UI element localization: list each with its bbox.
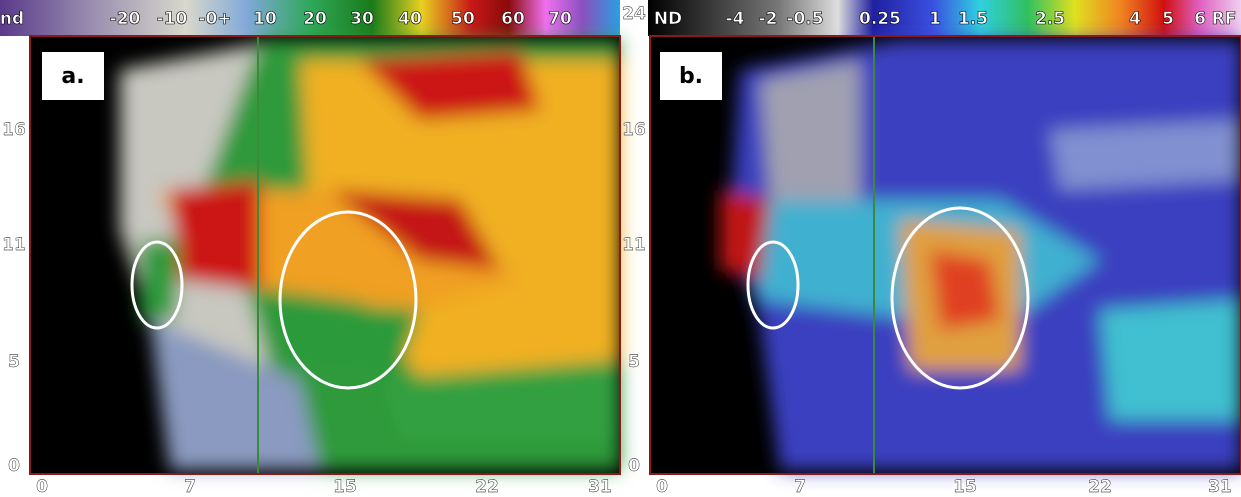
colorbar-label: -20 bbox=[110, 9, 141, 29]
x-tick-label: 0 bbox=[36, 477, 48, 497]
y-tick-label: 0 bbox=[628, 456, 640, 476]
colorbar-label: nd bbox=[0, 9, 24, 29]
x-tick-label: 31 bbox=[588, 477, 612, 497]
colorbar-label: 20 bbox=[303, 9, 327, 29]
y-tick-label: 0 bbox=[8, 456, 20, 476]
x-tick-label: 7 bbox=[794, 477, 806, 497]
colorbar-label: 60 bbox=[501, 9, 525, 29]
x-tick-label: 22 bbox=[475, 477, 499, 497]
y-tick-label: 11 bbox=[622, 235, 646, 255]
x-tick-label: 7 bbox=[184, 477, 196, 497]
colorbar-label: 40 bbox=[398, 9, 422, 29]
y-tick-label: 16 bbox=[622, 120, 646, 140]
colorbar-label: -10 bbox=[157, 9, 188, 29]
y-tick-label: 11 bbox=[2, 235, 26, 255]
colorbar-label: 1.5 bbox=[958, 9, 988, 29]
colorbar-label: 2.5 bbox=[1035, 9, 1065, 29]
radar-echo bbox=[720, 40, 1241, 470]
colorbar-label: 5 bbox=[1162, 9, 1174, 29]
colorbar-label: ND bbox=[654, 9, 682, 29]
colorbar-label: -0.5 bbox=[786, 9, 823, 29]
colorbar-label: 1 bbox=[929, 9, 941, 29]
x-tick-label: 15 bbox=[953, 477, 977, 497]
colorbar-label: 10 bbox=[253, 9, 277, 29]
y-tick-label: 5 bbox=[8, 352, 20, 372]
panel-a: a. bbox=[0, 0, 620, 474]
colorbar-label: -2 bbox=[759, 9, 778, 29]
colorbar-label: 30 bbox=[350, 9, 374, 29]
colorbar-label: RF bbox=[1212, 9, 1237, 29]
figure: a. b. nd-20-10-0+10203040506070161150071… bbox=[0, 0, 1241, 497]
y-tick-label: 16 bbox=[2, 120, 26, 140]
colorbar-label: -4 bbox=[726, 9, 745, 29]
x-tick-label: 0 bbox=[656, 477, 668, 497]
colorbar-label: 0.25 bbox=[859, 9, 901, 29]
panel-b: b. bbox=[648, 0, 1241, 474]
x-tick-label: 22 bbox=[1088, 477, 1112, 497]
y-tick-label: 24 bbox=[622, 4, 646, 24]
colorbar-label: 6 bbox=[1194, 9, 1206, 29]
colorbar-label: 50 bbox=[451, 9, 475, 29]
panel-label: a. bbox=[61, 64, 84, 89]
y-tick-label: 5 bbox=[628, 352, 640, 372]
colorbar-label: 70 bbox=[548, 9, 572, 29]
x-tick-label: 31 bbox=[1208, 477, 1232, 497]
colorbar-label: -0+ bbox=[198, 9, 231, 29]
radar-echo bbox=[120, 40, 620, 470]
x-tick-label: 15 bbox=[333, 477, 357, 497]
panel-label: b. bbox=[679, 64, 703, 89]
colorbar-label: 4 bbox=[1129, 9, 1141, 29]
